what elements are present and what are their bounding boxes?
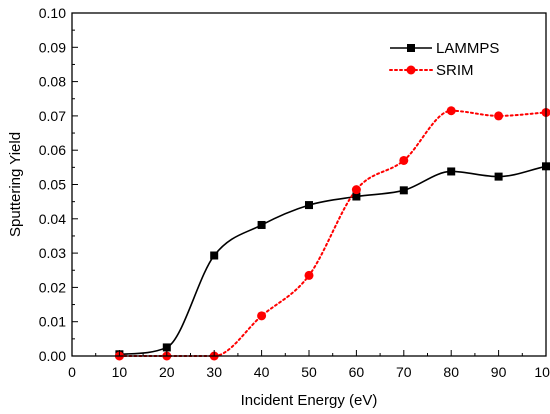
y-tick-label: 0.06 xyxy=(39,142,66,158)
x-tick-label: 100 xyxy=(534,364,550,380)
plot-markers xyxy=(114,106,550,361)
y-axis-title: Sputtering Yield xyxy=(7,132,24,237)
data-point-lammps xyxy=(399,186,408,195)
x-tick-label: 0 xyxy=(68,364,76,380)
series-line-srim xyxy=(118,109,547,357)
data-point-lammps xyxy=(352,192,361,201)
data-point-srim xyxy=(399,155,409,165)
y-tick-label: 0.00 xyxy=(39,348,66,364)
x-tick-label: 40 xyxy=(254,364,270,380)
y-tick-label: 0.02 xyxy=(39,279,66,295)
legend-entry-srim: SRIM xyxy=(389,62,474,79)
x-tick-label: 10 xyxy=(112,364,128,380)
y-tick-label: 0.07 xyxy=(39,108,66,124)
legend-marker-lammps xyxy=(407,44,415,52)
y-tick-label: 0.08 xyxy=(39,74,66,90)
x-tick-label: 90 xyxy=(491,364,507,380)
legend-marker-srim xyxy=(406,65,416,75)
y-tick-label: 0.03 xyxy=(39,245,66,261)
y-tick-label: 0.05 xyxy=(39,177,66,193)
data-point-srim xyxy=(351,185,361,195)
x-tick-label: 60 xyxy=(349,364,365,380)
legend-label-srim: SRIM xyxy=(436,62,474,79)
data-point-lammps xyxy=(257,220,266,229)
series-line-lammps xyxy=(119,165,547,356)
data-point-srim xyxy=(257,311,267,321)
x-tick-label: 80 xyxy=(443,364,459,380)
data-point-lammps xyxy=(447,167,456,176)
data-point-srim xyxy=(304,270,314,280)
y-tick-label: 0.09 xyxy=(39,39,66,55)
x-tick-label: 70 xyxy=(396,364,412,380)
x-tick-label: 20 xyxy=(159,364,175,380)
data-point-srim xyxy=(494,111,504,121)
data-point-lammps xyxy=(210,251,219,260)
x-tick-label: 30 xyxy=(206,364,222,380)
plot-frame xyxy=(71,12,547,357)
y-tick-label: 0.10 xyxy=(39,5,66,21)
legend-entry-lammps: LAMMPS xyxy=(390,40,499,57)
x-axis-title: Incident Energy (eV) xyxy=(241,392,378,409)
x-axis-ticks: 0 10 20 30 40 50 60 70 80 90 100 xyxy=(68,350,550,380)
y-axis-ticks: 0.00 0.01 0.02 0.03 0.04 0.05 0.06 0.07 0.08 0.09… xyxy=(39,5,78,364)
data-point-srim xyxy=(446,106,456,116)
plot-curves xyxy=(118,109,547,357)
x-tick-label: 50 xyxy=(301,364,317,380)
data-point-lammps xyxy=(494,172,503,181)
y-tick-label: 0.04 xyxy=(39,211,66,227)
y-tick-label: 0.01 xyxy=(39,314,66,330)
data-point-lammps xyxy=(162,343,171,352)
data-point-lammps xyxy=(305,201,313,210)
legend: LAMMPS SRIM xyxy=(389,40,499,79)
legend-label-lammps: LAMMPS xyxy=(436,40,499,57)
